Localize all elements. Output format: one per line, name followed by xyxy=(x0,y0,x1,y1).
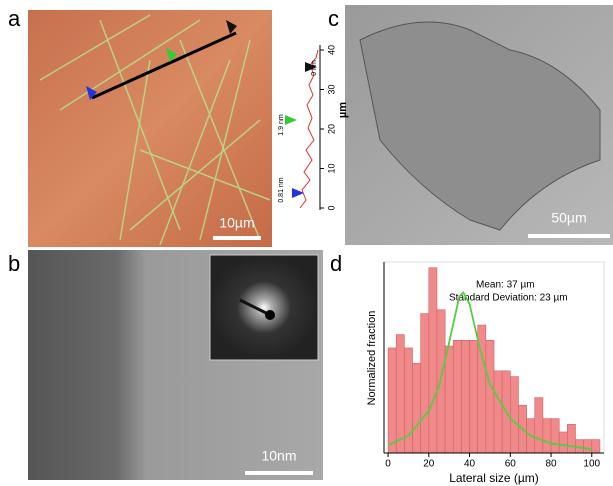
bar xyxy=(592,440,600,453)
bar xyxy=(445,346,453,453)
x-tick-label: 60 xyxy=(505,459,517,470)
bar xyxy=(453,340,461,453)
bar xyxy=(543,419,551,453)
diffraction-inset xyxy=(210,255,318,360)
x-tick-label: 0 xyxy=(385,459,391,470)
x-tick-label: 20 xyxy=(423,459,435,470)
profile-tick-label: 10 xyxy=(326,163,336,173)
x-tick-label: 40 xyxy=(464,459,476,470)
bar xyxy=(510,377,518,453)
profile-height-label: 0.81 nm xyxy=(278,177,285,202)
afm-image xyxy=(28,10,272,247)
bar xyxy=(461,340,469,453)
bar xyxy=(396,335,404,453)
profile-height-label: 0 nm xyxy=(311,60,318,76)
bar xyxy=(470,340,478,453)
scale-bar xyxy=(245,471,313,475)
bar xyxy=(486,340,494,453)
bar xyxy=(413,363,421,453)
scale-label: 10µm xyxy=(219,215,254,231)
bar xyxy=(551,419,559,453)
scale-bar xyxy=(528,234,610,238)
scale-label: 10nm xyxy=(261,448,296,464)
panel-label: a xyxy=(8,6,21,31)
x-axis-label: Lateral size (µm) xyxy=(449,471,539,485)
bar xyxy=(388,348,396,453)
bar xyxy=(535,398,543,453)
x-tick-label: 80 xyxy=(545,459,557,470)
profile-height-label: 1.9 nm xyxy=(278,114,285,136)
panel-label: c xyxy=(328,6,339,31)
panel-label: d xyxy=(330,251,342,276)
figure: 10µm a 50µm c 10nm b d Normalized fracti… xyxy=(0,0,613,486)
panel-label: b xyxy=(8,251,20,276)
profile-axis-label: µm xyxy=(337,102,349,118)
annotation: Mean: 37 µm xyxy=(476,280,535,291)
profile-tick-label: 0 xyxy=(326,205,336,210)
bar xyxy=(494,371,502,453)
scale-label: 50µm xyxy=(551,210,586,226)
x-tick-label: 100 xyxy=(583,459,600,470)
scale-bar xyxy=(213,236,261,240)
bar xyxy=(567,424,575,453)
y-axis-label: Normalized fraction xyxy=(366,311,378,406)
profile-tick-label: 20 xyxy=(326,124,336,134)
bar xyxy=(429,268,437,453)
bar xyxy=(584,440,592,453)
bar xyxy=(421,314,429,453)
beam-stop-tip xyxy=(265,310,275,320)
profile-tick-label: 40 xyxy=(326,45,336,55)
bar xyxy=(559,432,567,453)
profile-tick-label: 30 xyxy=(326,84,336,94)
bar xyxy=(437,310,445,453)
